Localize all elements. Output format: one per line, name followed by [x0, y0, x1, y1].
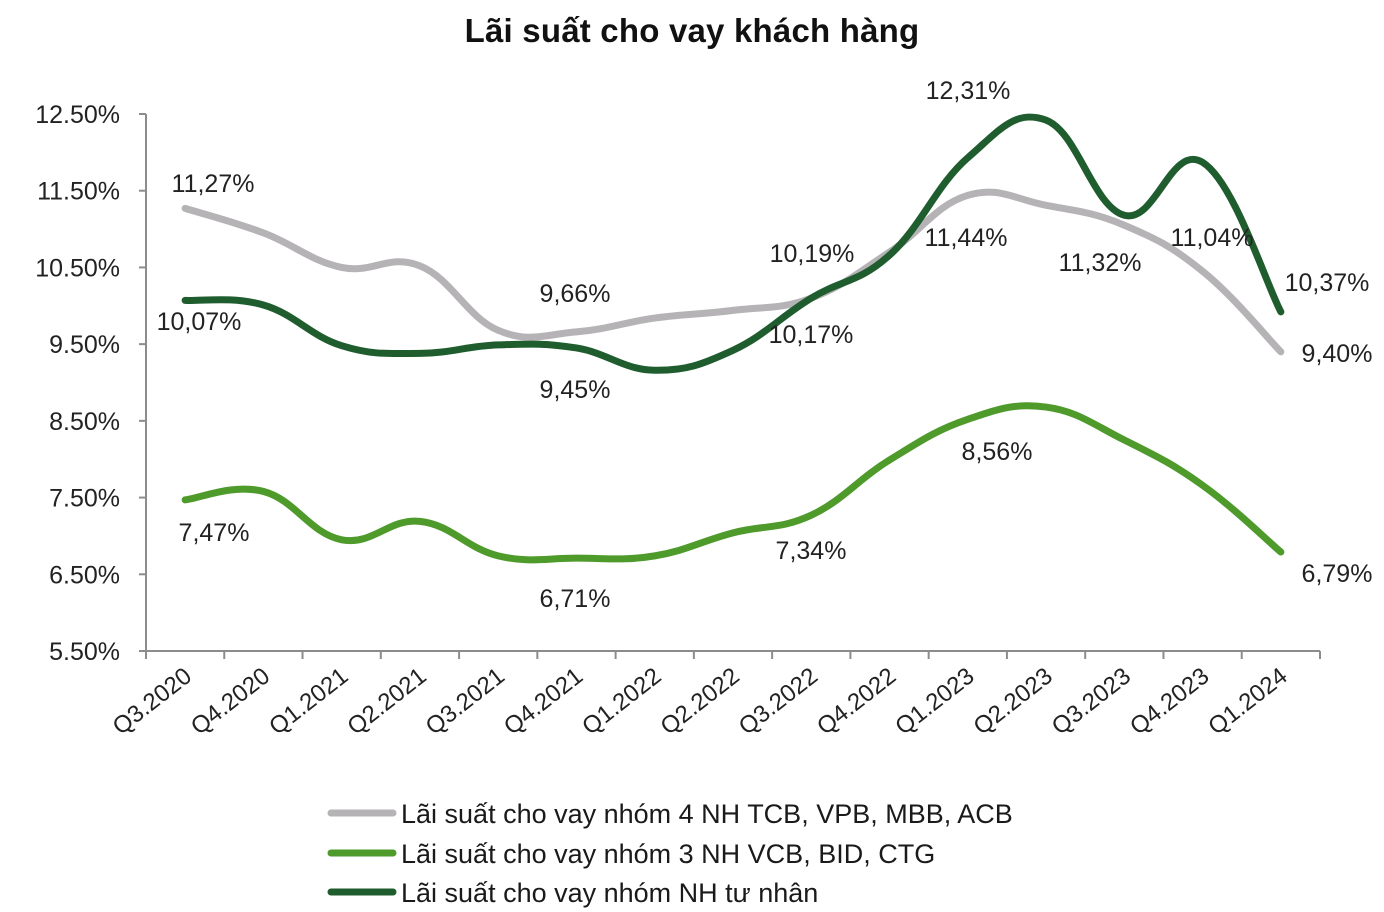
- data-label: 10,37%: [1285, 269, 1370, 297]
- chart-axes: [145, 114, 1320, 652]
- y-tick-label: 5.50%: [49, 638, 120, 666]
- x-tick-label: Q4.2021: [499, 662, 588, 740]
- y-tick-label: 11.50%: [37, 178, 120, 206]
- data-label: 11,04%: [1171, 224, 1254, 252]
- data-label: 11,32%: [1059, 249, 1142, 277]
- x-tick-label: Q3.2020: [108, 662, 197, 740]
- data-label: 6,79%: [1302, 560, 1373, 588]
- data-label: 8,56%: [962, 438, 1033, 466]
- legend-item-label: Lãi suất cho vay nhóm 3 NH VCB, BID, CTG: [401, 839, 935, 869]
- data-label: 10,07%: [157, 308, 242, 336]
- data-label: 9,40%: [1302, 340, 1373, 368]
- x-tick-label: Q3.2023: [1047, 662, 1136, 740]
- legend-item-label: Lãi suất cho vay nhóm 4 NH TCB, VPB, MBB…: [401, 799, 1013, 829]
- x-tick-label: Q2.2021: [342, 662, 431, 740]
- y-tick-label: 7.50%: [49, 485, 120, 513]
- data-label: 7,47%: [179, 519, 250, 547]
- x-tick-label: Q4.2023: [1125, 662, 1214, 740]
- x-tick-label: Q3.2022: [734, 662, 823, 740]
- x-axis-ticks: Q3.2020Q4.2020Q1.2021Q2.2021Q3.2021Q4.20…: [108, 651, 1321, 740]
- y-tick-label: 12.50%: [35, 101, 120, 129]
- data-label: 12,31%: [926, 77, 1011, 105]
- x-tick-label: Q4.2022: [812, 662, 901, 740]
- y-tick-label: 9.50%: [49, 331, 120, 359]
- series-3nh-line: [181, 402, 1285, 564]
- data-label: 11,27%: [172, 170, 255, 198]
- data-label: 9,45%: [540, 376, 611, 404]
- x-tick-label: Q3.2021: [421, 662, 510, 740]
- x-tick-label: Q4.2020: [186, 662, 275, 740]
- series-private-line: [181, 113, 1285, 374]
- legend: Lãi suất cho vay nhóm 4 NH TCB, VPB, MBB…: [327, 799, 1013, 908]
- data-label: 10,19%: [770, 240, 855, 268]
- x-tick-label: Q1.2021: [264, 662, 353, 740]
- y-tick-label: 6.50%: [49, 561, 120, 589]
- series-lines: [181, 113, 1285, 564]
- y-axis-ticks: 12.50% 11.50% 10.50% 9.50% 8.50% 7.50% 6.50% 5.…: [35, 101, 146, 666]
- x-tick-label: Q1.2022: [577, 662, 666, 740]
- data-label: 11,44%: [925, 224, 1008, 252]
- x-tick-label: Q1.2023: [890, 662, 979, 740]
- x-tick-label: Q2.2023: [969, 662, 1058, 740]
- y-tick-label: 8.50%: [49, 408, 120, 436]
- data-label: 10,17%: [769, 321, 854, 349]
- data-labels: 11,27% 9,66% 10,19% 11,44% 11,32% 9,40% 7,47% 6…: [157, 77, 1373, 613]
- y-tick-label: 10.50%: [35, 254, 120, 282]
- chart-title: Lãi suất cho vay khách hàng: [464, 12, 920, 49]
- series-4nh-line: [181, 188, 1285, 356]
- x-tick-label: Q2.2022: [656, 662, 745, 740]
- data-label: 9,66%: [540, 280, 611, 308]
- legend-item-label: Lãi suất cho vay nhóm NH tư nhân: [401, 878, 818, 908]
- x-tick-label: Q1.2024: [1203, 662, 1292, 740]
- data-label: 7,34%: [776, 537, 847, 565]
- data-label: 6,71%: [540, 585, 611, 613]
